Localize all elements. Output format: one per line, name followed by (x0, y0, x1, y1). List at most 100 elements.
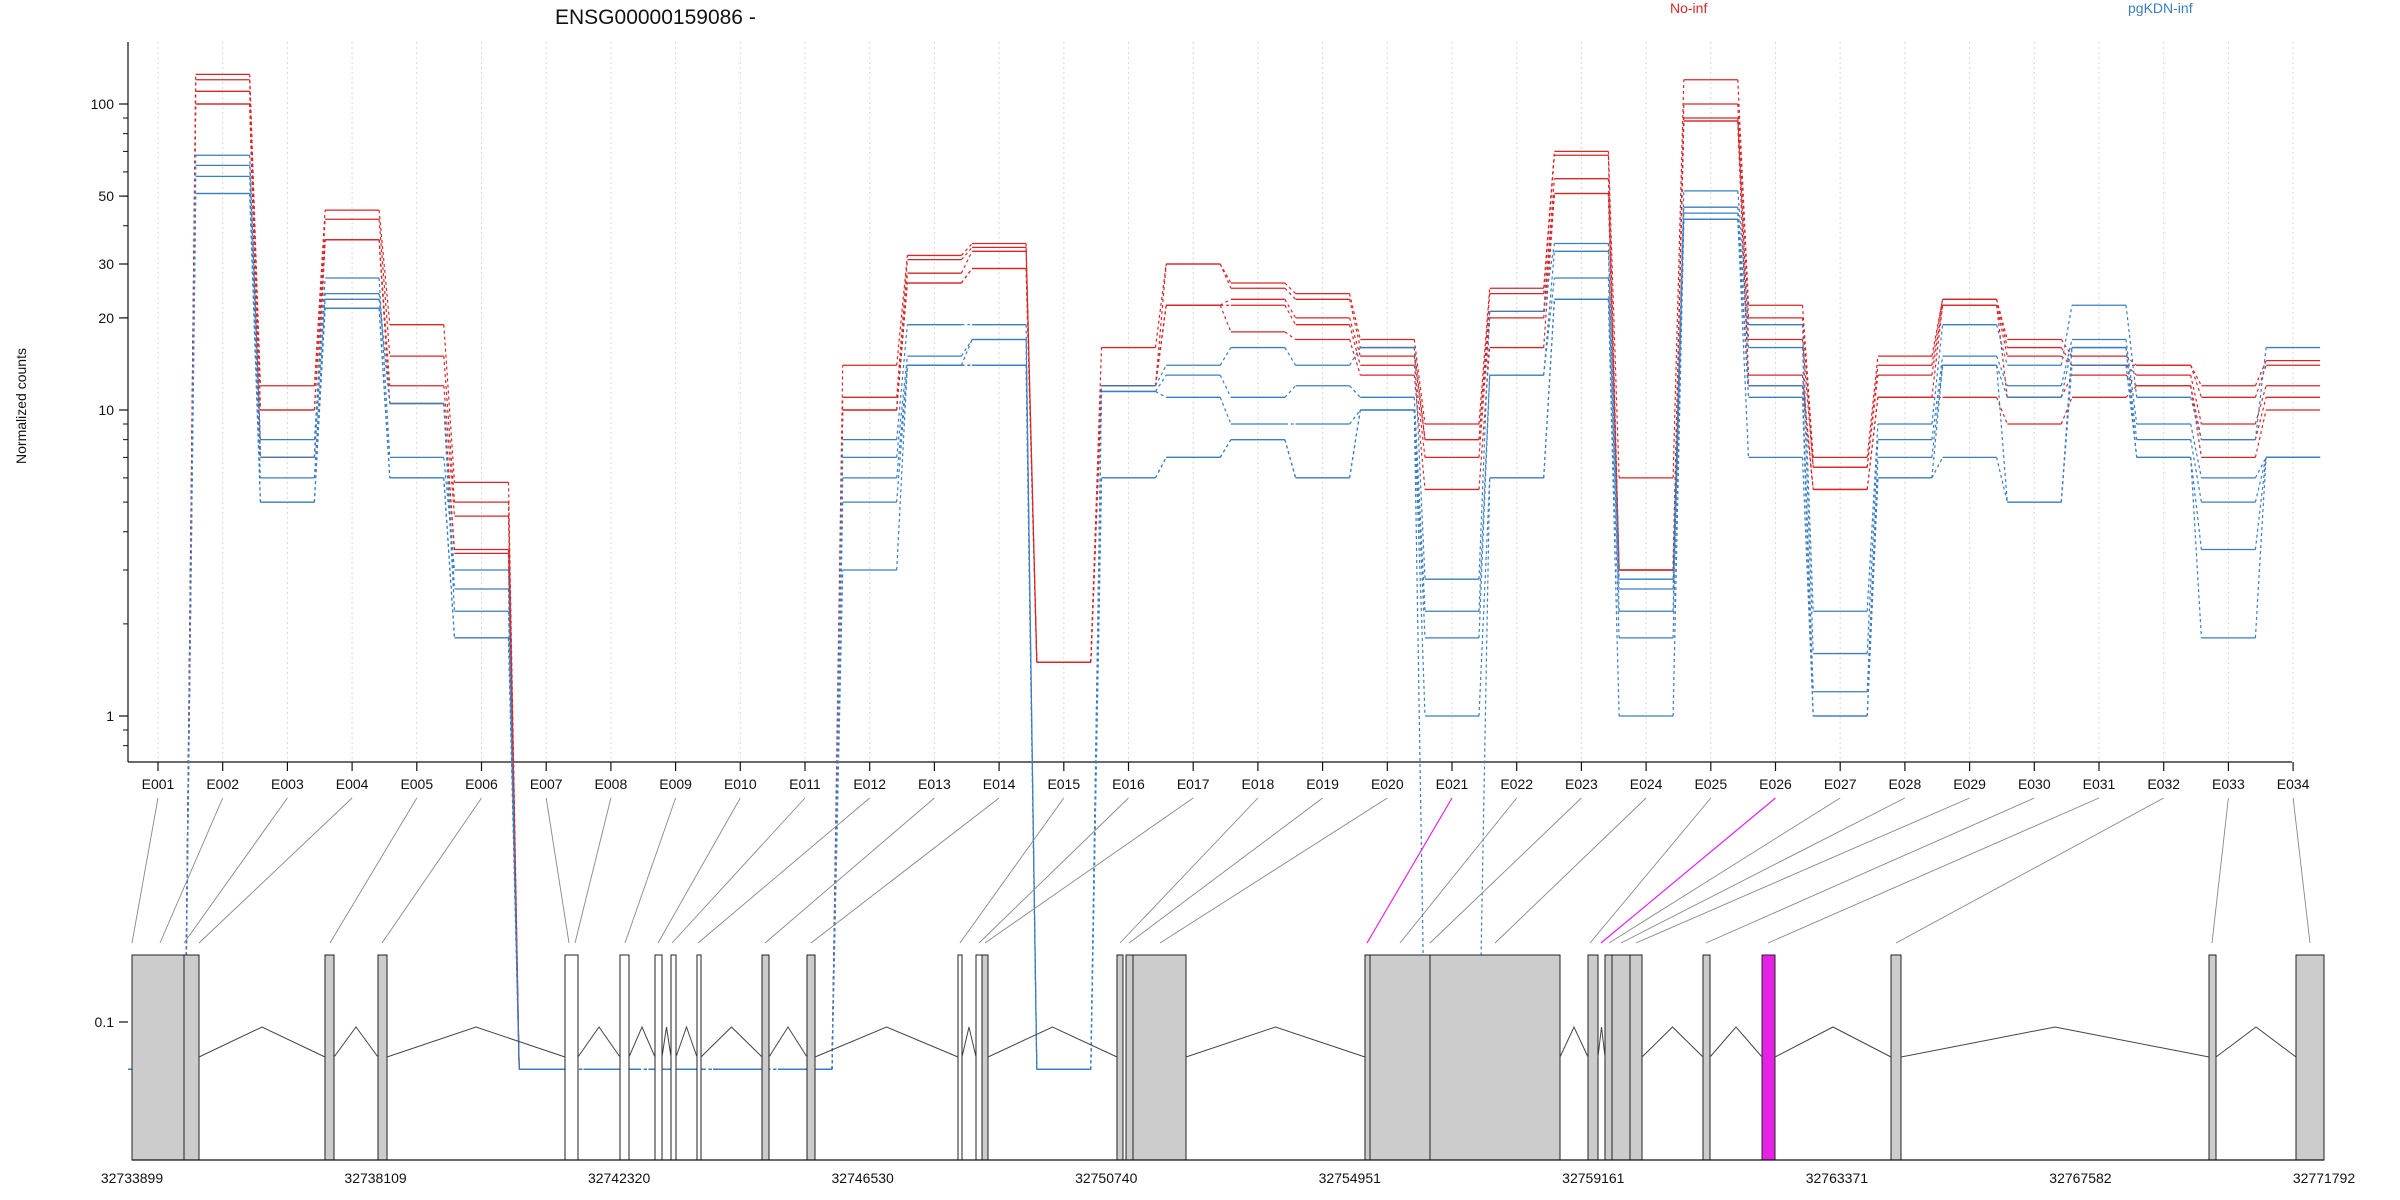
exon-connectors (131, 797, 2311, 944)
exon-connector (2292, 797, 2311, 944)
exon-connector (1119, 797, 1259, 944)
intron-line (1559, 1025, 1589, 1058)
series-transition (2190, 385, 2202, 458)
x-tick-label: E029 (1953, 776, 1986, 792)
series-transition (831, 502, 844, 1070)
intron-line (987, 1026, 1118, 1058)
series-transition (2190, 397, 2202, 440)
series-transition (1349, 347, 1361, 366)
y-tick-label: 100 (91, 96, 115, 112)
exon-connector (545, 797, 570, 944)
series-transition (2060, 347, 2073, 503)
genomic-tick-label: 32771792 (2293, 1170, 2356, 1186)
series-transition (2060, 365, 2073, 503)
exon-box (2295, 954, 2325, 1161)
y-tick-label: 50 (98, 188, 114, 204)
series-transition (1284, 347, 1297, 366)
series-transition (378, 219, 391, 357)
exon-connector (1429, 797, 1582, 944)
series-transition (1866, 365, 1879, 468)
series-transition (1478, 375, 1491, 638)
series-transition (1219, 298, 1232, 306)
exon-connector (1608, 797, 1841, 944)
series-transition (378, 210, 391, 325)
series-transition (2125, 339, 2138, 425)
genomic-tick-label: 32750740 (1075, 1170, 1138, 1186)
series-transition (2060, 397, 2073, 425)
exon-box (1604, 954, 1613, 1161)
series-transition (1478, 477, 1491, 717)
x-tick-label: E003 (271, 776, 304, 792)
series-transition (249, 176, 261, 478)
series-transition (896, 259, 908, 398)
series-transition (1478, 288, 1491, 425)
exon-connector (381, 797, 482, 944)
exon-box (377, 954, 388, 1161)
series-transition (1349, 299, 1361, 348)
x-tick-label: E020 (1371, 776, 1404, 792)
series-transition (960, 243, 973, 256)
series-transition (2254, 457, 2267, 638)
series-transition (443, 356, 456, 503)
series-no-inf (128, 79, 2321, 1071)
x-tick-label: E030 (2018, 776, 2051, 792)
series-transition (249, 74, 261, 386)
exon-connector (1589, 797, 1712, 944)
series-transition (1219, 374, 1232, 398)
series-transition (1219, 263, 1232, 284)
series-transition (1931, 324, 1944, 425)
x-tick-label: E004 (336, 776, 369, 792)
exon-connector (2211, 797, 2229, 944)
series-transition (1931, 356, 1944, 440)
exon-box (1611, 954, 1631, 1161)
series-lines (128, 73, 2321, 1071)
series-transition (1090, 347, 1103, 663)
series-transition (1219, 397, 1232, 425)
genomic-tick-label: 32754951 (1319, 1170, 1382, 1186)
x-tick-label: E001 (142, 776, 175, 792)
x-tick-label: E015 (1047, 776, 1080, 792)
series-transition (960, 339, 973, 366)
exon-box (1125, 954, 1134, 1161)
series-transition (896, 365, 908, 571)
intron-line (1709, 1026, 1763, 1058)
exon-box (975, 954, 983, 1161)
exon-connector (959, 797, 1065, 944)
series-transition (313, 210, 326, 386)
series-transition (2060, 339, 2073, 386)
series-transition (1801, 375, 1814, 490)
x-tick-label: E009 (659, 776, 692, 792)
exon-box (2208, 954, 2217, 1161)
exon-connector (1705, 797, 2035, 944)
series-transition (2190, 365, 2202, 387)
series-transition (1090, 385, 1103, 663)
exon-box (1429, 954, 1561, 1161)
series-transition (1672, 213, 1685, 612)
highlighted-exon-box (1761, 954, 1776, 1161)
series-transition (249, 193, 261, 503)
series-no-inf (128, 103, 2321, 1071)
intron-line (2215, 1026, 2297, 1058)
series-transition (2254, 457, 2267, 479)
series-transition (1672, 79, 1685, 478)
intron-line (675, 1025, 698, 1058)
series-transition (1349, 293, 1361, 340)
genomic-tick-label: 32746530 (832, 1170, 895, 1186)
series-transition (1866, 423, 1879, 612)
exon-connector (329, 797, 418, 944)
series-transition (1090, 477, 1103, 1070)
exon-connector (984, 797, 1194, 944)
exon-connector (810, 797, 1000, 944)
y-tick-label: 10 (98, 402, 114, 418)
series-transition (1996, 397, 2008, 425)
series-transition (1349, 409, 1361, 478)
series-transition (1801, 317, 1814, 468)
series-transition (2060, 374, 2073, 398)
intron-line (1597, 1026, 1606, 1058)
series-transition (1284, 439, 1297, 479)
exon-connector (764, 797, 935, 944)
exon-box (324, 954, 335, 1161)
exon-connector (1767, 797, 2100, 944)
x-tick-label: E023 (1565, 776, 1598, 792)
x-tick-label: E018 (1242, 776, 1275, 792)
